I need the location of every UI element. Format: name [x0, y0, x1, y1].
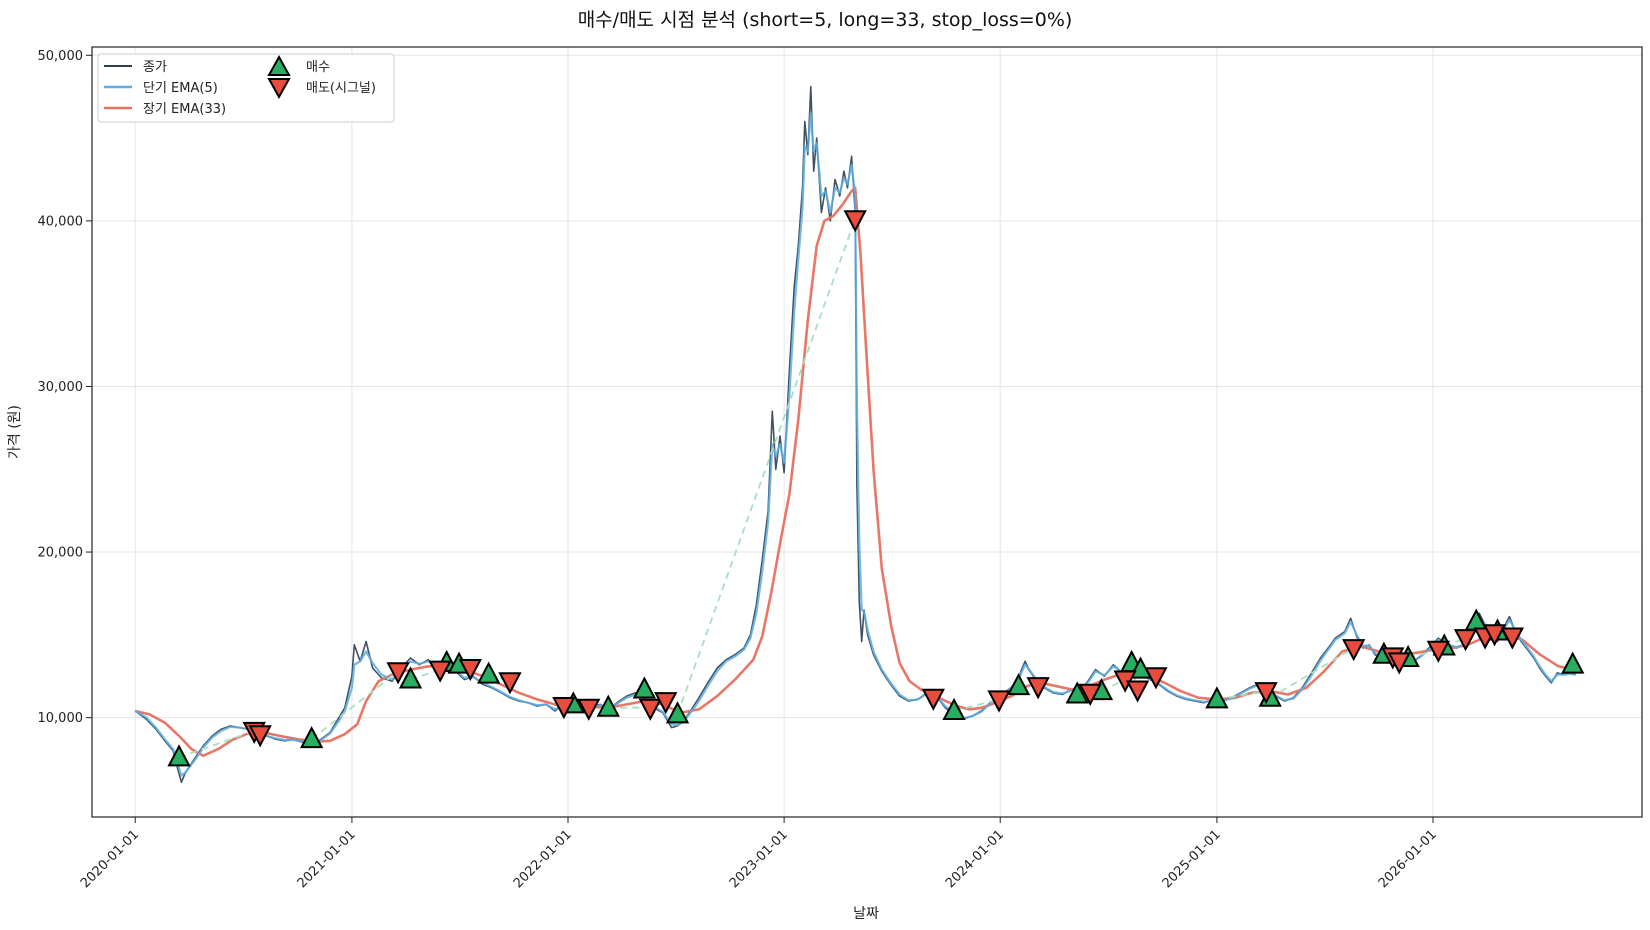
- y-tick-label: 50,000: [38, 49, 84, 64]
- legend-sell-marker: [267, 78, 291, 100]
- x-tick-label: 2025-01-01: [1160, 827, 1224, 891]
- sell-marker: [552, 697, 576, 720]
- buy-marker: [632, 676, 657, 699]
- y-tick-label: 30,000: [38, 380, 84, 395]
- trade-link: [311, 670, 399, 740]
- y-axis-ticks: 10,000 20,000 30,000 40,000 50,000: [38, 49, 92, 726]
- y-tick-label: 20,000: [38, 546, 84, 561]
- close-price-line: [134, 85, 1576, 784]
- sell-marker: [577, 698, 601, 721]
- series-layer: [134, 85, 1576, 784]
- buy-marker: [299, 726, 324, 749]
- sell-marker: [1482, 624, 1507, 647]
- x-tick-label: 2021-01-01: [295, 827, 359, 891]
- sell-marker: [1453, 629, 1478, 652]
- buy-marker: [1006, 673, 1031, 696]
- sell-marker: [921, 688, 945, 711]
- legend-buy-label: 매수: [306, 60, 330, 75]
- buy-marker: [1561, 651, 1585, 674]
- sell-marker: [1125, 680, 1150, 703]
- sell-marker: [248, 725, 272, 748]
- y-tick-label: 10,000: [38, 711, 84, 726]
- sell-marker: [843, 210, 867, 233]
- sell-marker: [1426, 640, 1450, 663]
- sell-marker: [1500, 627, 1524, 650]
- trade-link: [1216, 690, 1267, 701]
- chart-title: 매수/매도 시점 분석 (short=5, long=33, stop_loss…: [578, 9, 1073, 31]
- x-axis-ticks: 2020-01-01 2021-01-01 2022-01-01 2023-01-01…: [78, 817, 1440, 891]
- x-tick-label: 2023-01-01: [727, 827, 791, 891]
- y-axis-label: 가격 (원): [7, 405, 23, 459]
- buy-marker: [167, 744, 191, 767]
- long-ema-line: [134, 186, 1576, 758]
- sell-marker: [1144, 667, 1168, 690]
- sell-marker: [386, 662, 410, 685]
- buy-marker: [596, 694, 620, 717]
- sell-marker: [1026, 677, 1050, 700]
- legend-box: [97, 53, 395, 123]
- x-tick-label: 2022-01-01: [511, 827, 575, 891]
- sell-marker: [654, 692, 678, 715]
- legend-short-ema-label: 단기 EMA(5): [143, 81, 218, 96]
- buy-marker: [1205, 686, 1229, 709]
- sell-marker: [638, 698, 662, 721]
- sell-marker: [1254, 682, 1278, 705]
- x-axis-label: 날짜: [853, 906, 879, 922]
- signal-markers: [167, 210, 1585, 767]
- legend-close-label: 종가: [143, 60, 167, 75]
- sell-marker: [1078, 683, 1102, 706]
- sell-marker: [498, 672, 522, 695]
- x-tick-label: 2020-01-01: [78, 827, 142, 891]
- buy-marker: [942, 697, 966, 721]
- sell-marker: [428, 660, 452, 683]
- sell-marker: [458, 658, 482, 682]
- grid-lines: [92, 47, 1642, 817]
- legend-long-ema-label: 장기 EMA(33): [143, 102, 226, 117]
- buy-marker: [665, 701, 690, 724]
- legend-sell-label: 매도(시그널): [306, 81, 376, 96]
- sell-marker: [1387, 652, 1411, 675]
- sell-marker: [987, 690, 1011, 713]
- sell-marker: [1342, 639, 1366, 662]
- trade-link: [1269, 647, 1355, 699]
- buy-marker: [477, 661, 501, 684]
- trade-link: [953, 698, 1000, 712]
- trade-link: [178, 730, 255, 759]
- short-ema-line: [134, 112, 1576, 777]
- trade-link: [676, 218, 857, 715]
- legend-buy-marker: [267, 54, 291, 76]
- y-tick-label: 40,000: [38, 214, 84, 229]
- trade-link-layer: [178, 218, 1513, 759]
- x-tick-label: 2026-01-01: [1376, 827, 1440, 891]
- plot-frame: [91, 46, 1643, 818]
- buy-marker: [1065, 681, 1089, 704]
- x-tick-label: 2024-01-01: [943, 827, 1007, 891]
- buy-marker: [398, 666, 423, 689]
- legend: 종가 단기 EMA(5) 장기 EMA(33) 매수 매도(시그널): [97, 53, 395, 123]
